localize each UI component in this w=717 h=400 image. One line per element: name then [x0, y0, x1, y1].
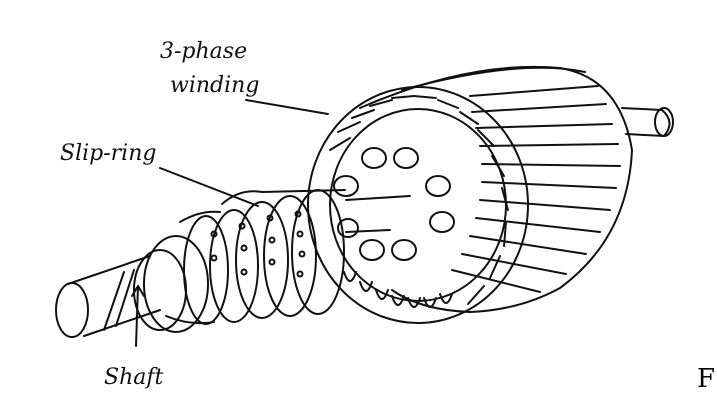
shaft-collar [133, 235, 209, 333]
shaft [55, 195, 411, 338]
winding-label-line2: winding [170, 73, 259, 98]
slip-ring-label: Slip-ring [60, 141, 156, 166]
edge-letter: F [697, 364, 716, 394]
rear-shaft-stub [621, 107, 674, 137]
leader-lines [131, 99, 329, 347]
slip-ring-leader [159, 167, 259, 207]
slip-ring-assembly [165, 189, 346, 325]
winding-leader [245, 99, 329, 115]
winding-label-line1: 3-phase [160, 39, 247, 64]
shaft-leader [135, 285, 139, 347]
shaft-arrowhead [131, 285, 145, 297]
shaft-label: Shaft [104, 365, 163, 390]
rotor-core [307, 65, 633, 324]
